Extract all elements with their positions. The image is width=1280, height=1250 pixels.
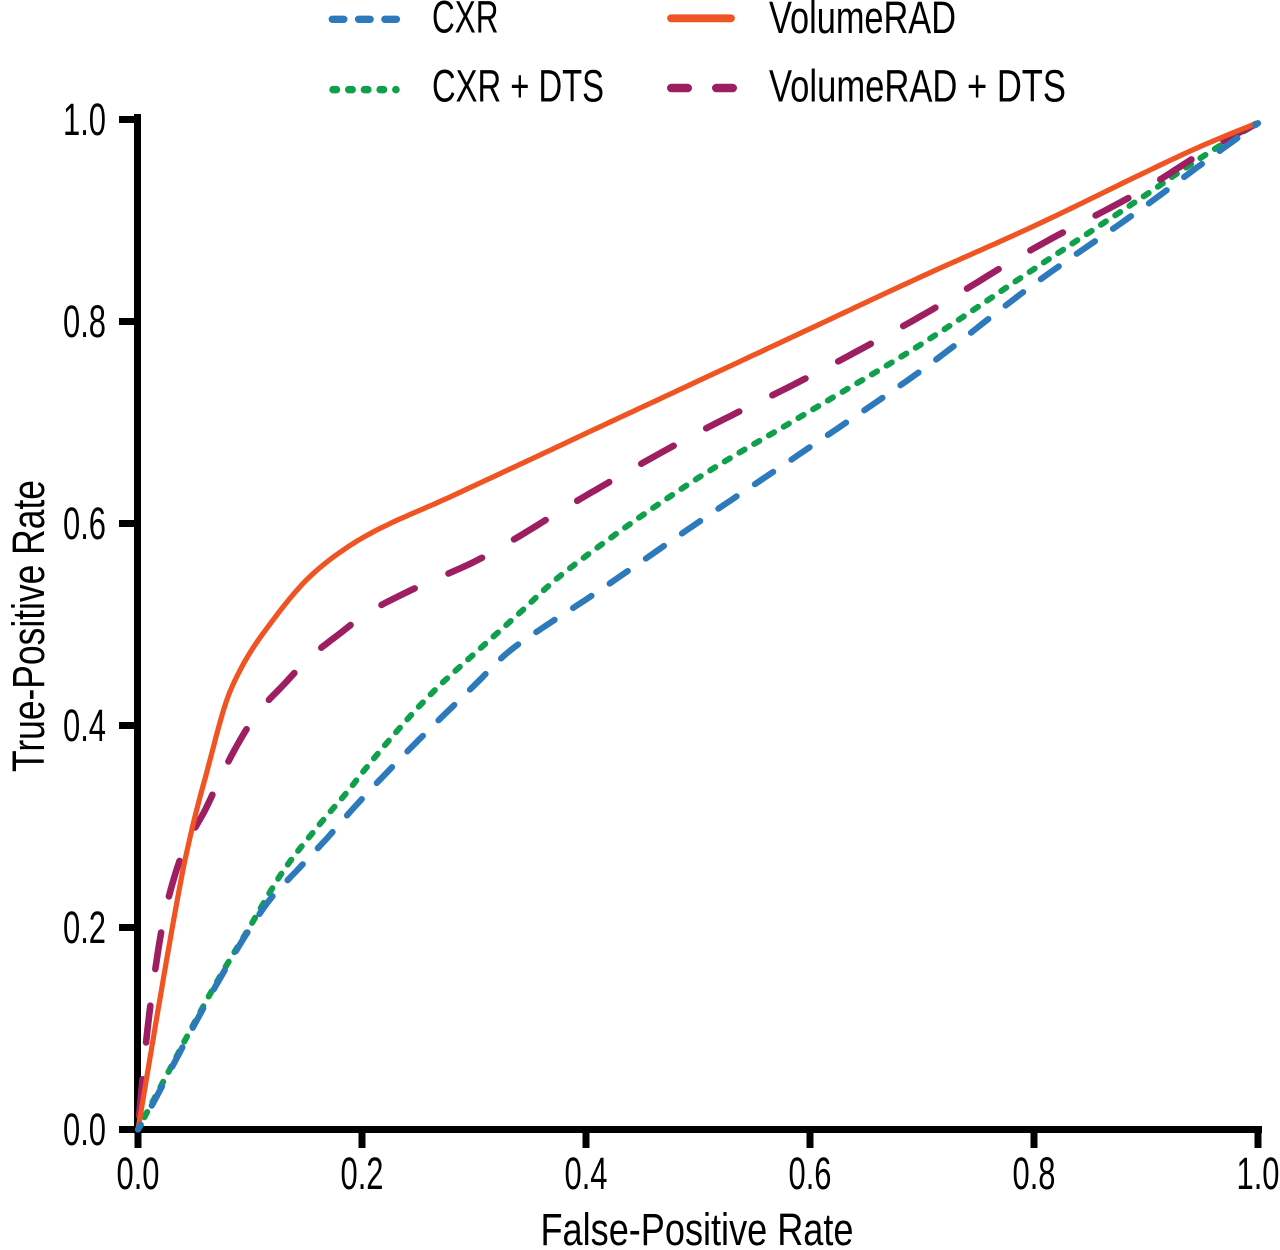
svg-text:0.0: 0.0 <box>63 1104 106 1155</box>
svg-text:VolumeRAD + DTS: VolumeRAD + DTS <box>769 61 1066 112</box>
svg-text:CXR: CXR <box>432 0 499 43</box>
svg-text:True-Positive Rate: True-Positive Rate <box>3 480 54 772</box>
svg-text:1.0: 1.0 <box>1237 1148 1280 1199</box>
svg-text:0.0: 0.0 <box>117 1148 160 1199</box>
svg-text:0.4: 0.4 <box>565 1148 608 1199</box>
svg-text:0.6: 0.6 <box>63 498 106 549</box>
svg-text:VolumeRAD: VolumeRAD <box>769 0 956 43</box>
svg-text:1.0: 1.0 <box>63 94 106 145</box>
svg-text:0.6: 0.6 <box>789 1148 832 1199</box>
svg-text:0.4: 0.4 <box>63 700 106 751</box>
svg-text:False-Positive Rate: False-Positive Rate <box>541 1204 854 1250</box>
svg-text:0.2: 0.2 <box>341 1148 384 1199</box>
svg-text:CXR + DTS: CXR + DTS <box>432 61 604 112</box>
svg-text:0.8: 0.8 <box>63 296 106 347</box>
svg-text:0.8: 0.8 <box>1013 1148 1056 1199</box>
svg-text:0.2: 0.2 <box>63 902 106 953</box>
